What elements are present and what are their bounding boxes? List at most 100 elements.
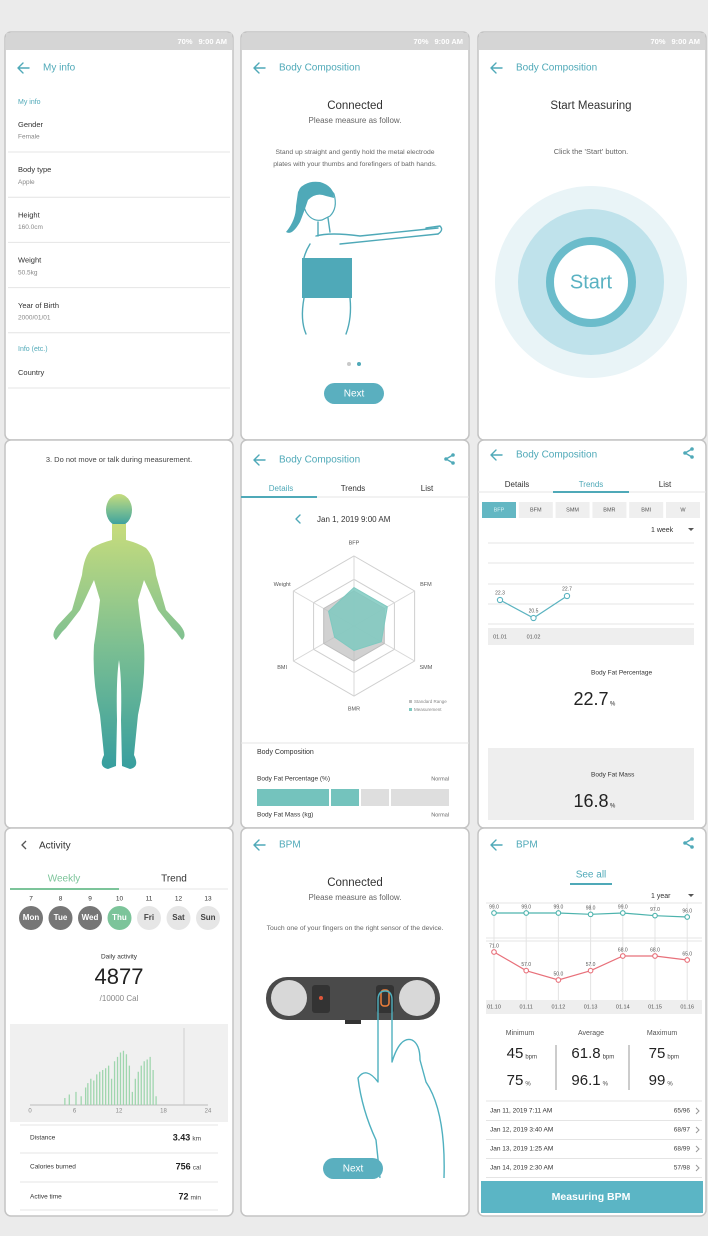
tab[interactable]: Trends <box>341 484 366 493</box>
row-label: Body Fat Percentage (%) <box>257 776 330 783</box>
day-name[interactable]: Sat <box>172 913 185 922</box>
data-label: 50.0 <box>554 971 564 977</box>
record-date[interactable]: Jan 12, 2019 3:40 AM <box>490 1127 553 1134</box>
data-label: 20.5 <box>529 608 539 614</box>
back-icon[interactable] <box>490 449 503 461</box>
day-date: 9 <box>88 896 92 903</box>
chip[interactable] <box>555 502 590 518</box>
day-name[interactable]: Thu <box>112 913 127 922</box>
record-value[interactable]: 68/97 <box>674 1127 691 1134</box>
day-name[interactable]: Fri <box>144 913 154 922</box>
day-badge[interactable] <box>78 906 102 930</box>
day-date: 7 <box>29 896 33 903</box>
screen <box>477 827 707 1217</box>
share-dot <box>683 841 687 845</box>
subheading: Please measure as follow. <box>309 893 402 902</box>
chip-label[interactable]: W <box>680 507 686 513</box>
tab[interactable]: Details <box>505 480 529 489</box>
chip[interactable] <box>592 502 627 518</box>
stat-value: 99 <box>649 1072 666 1089</box>
chip[interactable] <box>666 502 700 518</box>
back-icon[interactable] <box>253 839 266 851</box>
stat-value: 3.43 <box>173 1132 191 1142</box>
legend-label: Standard Range <box>414 699 447 704</box>
record-value[interactable]: 68/99 <box>674 1146 691 1153</box>
point <box>555 977 562 983</box>
button-label[interactable]: Next <box>343 1164 364 1175</box>
tab[interactable]: List <box>659 480 672 489</box>
point <box>619 953 626 959</box>
instruction: 3. Do not move or talk during measuremen… <box>46 455 192 464</box>
back-icon[interactable] <box>490 839 503 851</box>
field-value: Apple <box>18 179 35 186</box>
chip-label[interactable]: BFP <box>494 507 505 513</box>
day-badge[interactable] <box>48 906 73 930</box>
data-label: 22.7 <box>562 586 572 592</box>
x-tick-label: 01.10 <box>487 1004 501 1010</box>
button-label[interactable]: Next <box>344 389 365 400</box>
stat-label: Active time <box>30 1194 62 1201</box>
data-label: 98.0 <box>586 906 596 912</box>
chip-label[interactable]: BMR <box>603 507 615 513</box>
chevron[interactable] <box>695 1107 700 1115</box>
next-button[interactable] <box>324 383 384 404</box>
point <box>530 614 537 622</box>
day-badge[interactable] <box>19 906 43 930</box>
record-date[interactable]: Jan 13, 2019 1:25 AM <box>490 1146 553 1153</box>
legend-label: Measurement <box>414 707 442 712</box>
day-badge[interactable] <box>196 906 220 930</box>
chevron[interactable] <box>695 1145 700 1153</box>
record-value[interactable]: 65/96 <box>674 1108 691 1115</box>
day-badge[interactable] <box>137 906 161 930</box>
day-name[interactable]: Wed <box>82 913 99 922</box>
row-label: Body Fat Mass (kg) <box>257 812 313 819</box>
chip-label[interactable]: BMI <box>641 507 651 513</box>
x-tick-label: 12 <box>116 1109 123 1115</box>
stat-unit: bpm <box>667 1055 679 1061</box>
stat-unit: % <box>525 1082 531 1088</box>
instruction: plates with your thumbs and forefingers … <box>273 161 437 168</box>
back-icon[interactable] <box>253 454 266 466</box>
chip[interactable] <box>629 502 664 518</box>
point <box>652 912 658 919</box>
record-date[interactable]: Jan 11, 2019 7:11 AM <box>490 1108 552 1115</box>
tab[interactable]: See all <box>576 870 607 881</box>
day-name[interactable]: Mon <box>23 913 40 922</box>
day-badge[interactable] <box>107 906 132 930</box>
tab[interactable]: List <box>421 484 434 493</box>
data-label: 96.0 <box>682 908 692 914</box>
prev-icon[interactable] <box>295 514 301 524</box>
button-label[interactable]: Measuring BPM <box>552 1191 631 1203</box>
point <box>684 957 691 963</box>
chip-label[interactable]: BFM <box>530 507 542 513</box>
tab[interactable]: Details <box>269 484 293 493</box>
start-button[interactable] <box>546 237 636 327</box>
record-date[interactable]: Jan 14, 2019 2:30 AM <box>490 1165 553 1172</box>
button-label[interactable]: Start <box>570 271 613 293</box>
next-button[interactable] <box>323 1158 383 1179</box>
axis-label: SMM <box>419 665 432 671</box>
data-label: 97.0 <box>650 907 660 913</box>
day-badge[interactable] <box>166 906 191 930</box>
screen-title: Body Composition <box>279 455 360 466</box>
day-name[interactable]: Sun <box>200 913 215 922</box>
back-icon[interactable] <box>17 62 30 74</box>
chip[interactable] <box>518 502 553 518</box>
back-icon[interactable] <box>253 62 266 74</box>
dropdown-icon[interactable] <box>688 894 694 897</box>
chevron[interactable] <box>695 1126 700 1134</box>
tab[interactable]: Trend <box>161 874 187 885</box>
measure-button[interactable] <box>481 1181 703 1213</box>
chip[interactable] <box>482 502 516 518</box>
back-icon[interactable] <box>21 840 27 850</box>
dropdown-icon[interactable] <box>688 528 694 531</box>
day-name[interactable]: Tue <box>54 913 68 922</box>
tab[interactable]: Weekly <box>48 874 81 885</box>
record-value[interactable]: 57/98 <box>674 1165 691 1172</box>
back-icon[interactable] <box>490 62 503 74</box>
chip-label[interactable]: SMM <box>566 507 579 513</box>
screen-title: My info <box>43 63 76 74</box>
point <box>555 910 562 916</box>
tab[interactable]: Trends <box>579 480 604 489</box>
chevron[interactable] <box>695 1164 700 1172</box>
